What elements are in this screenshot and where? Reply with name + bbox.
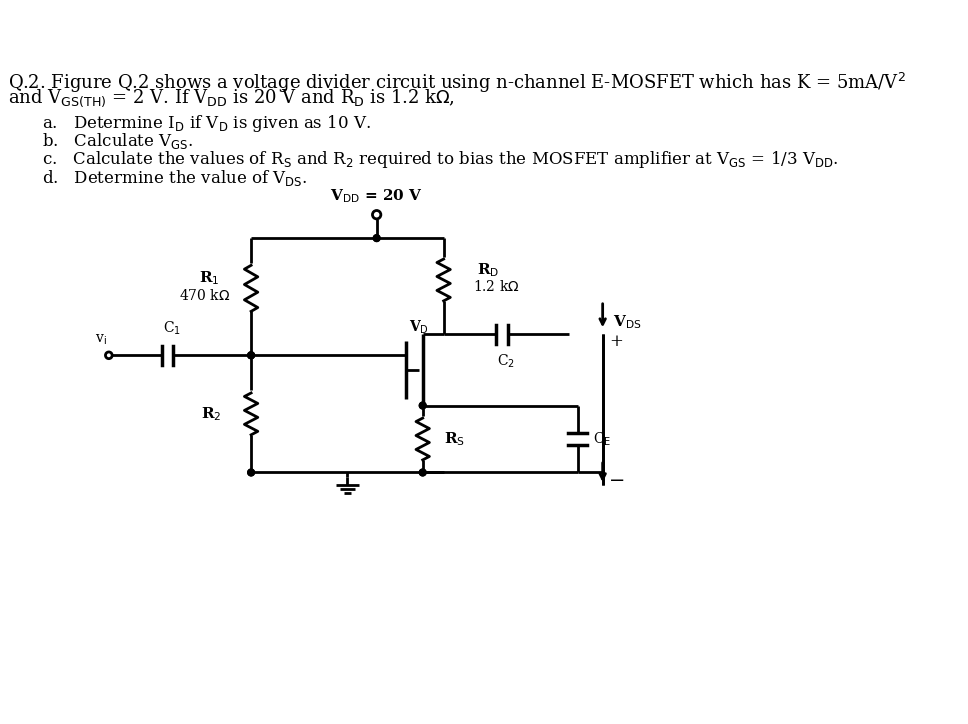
Circle shape xyxy=(374,235,380,242)
Text: V$_{\mathrm{DD}}$ = 20 V: V$_{\mathrm{DD}}$ = 20 V xyxy=(330,187,423,205)
Circle shape xyxy=(419,402,426,409)
Text: c.   Calculate the values of R$_{\mathrm{S}}$ and R$_2$ required to bias the MOS: c. Calculate the values of R$_{\mathrm{S… xyxy=(42,149,838,170)
Text: C$_{\mathrm{E}}$: C$_{\mathrm{E}}$ xyxy=(592,430,611,447)
Text: V$_{\mathrm{DS}}$: V$_{\mathrm{DS}}$ xyxy=(613,313,641,331)
Text: −: − xyxy=(609,472,625,490)
Text: v$_{\mathrm{i}}$: v$_{\mathrm{i}}$ xyxy=(95,332,106,347)
Text: d.   Determine the value of V$_{\mathrm{DS}}$.: d. Determine the value of V$_{\mathrm{DS… xyxy=(42,168,308,188)
Circle shape xyxy=(419,469,426,476)
Text: C$_2$: C$_2$ xyxy=(498,353,515,370)
Text: 1.2 k$\Omega$: 1.2 k$\Omega$ xyxy=(473,279,520,294)
Text: and V$_{\mathrm{GS(TH)}}$ = 2 V. If V$_{\mathrm{DD}}$ is 20 V and R$_{\mathrm{D}: and V$_{\mathrm{GS(TH)}}$ = 2 V. If V$_{… xyxy=(9,88,455,109)
Circle shape xyxy=(248,352,255,358)
Text: 470 k$\Omega$: 470 k$\Omega$ xyxy=(179,287,230,303)
Text: R$_1$: R$_1$ xyxy=(199,269,220,287)
Circle shape xyxy=(248,469,255,476)
Text: b.   Calculate V$_{\mathrm{GS}}$.: b. Calculate V$_{\mathrm{GS}}$. xyxy=(42,131,194,151)
Text: C$_1$: C$_1$ xyxy=(163,319,181,337)
Circle shape xyxy=(248,352,255,358)
Text: R$_{\mathrm{S}}$: R$_{\mathrm{S}}$ xyxy=(443,430,465,448)
Text: a.   Determine I$_{\mathrm{D}}$ if V$_{\mathrm{D}}$ is given as 10 V.: a. Determine I$_{\mathrm{D}}$ if V$_{\ma… xyxy=(42,112,371,133)
Text: +: + xyxy=(609,332,623,350)
Text: R$_2$: R$_2$ xyxy=(200,405,221,423)
Circle shape xyxy=(419,469,426,476)
Circle shape xyxy=(248,469,255,476)
Text: V$_{\mathrm{D}}$: V$_{\mathrm{D}}$ xyxy=(408,319,429,337)
Text: Q.2. Figure Q.2 shows a voltage divider circuit using n-channel E-MOSFET which h: Q.2. Figure Q.2 shows a voltage divider … xyxy=(9,71,906,95)
Circle shape xyxy=(248,352,255,358)
Circle shape xyxy=(419,402,426,409)
Circle shape xyxy=(374,235,380,242)
Text: R$_{\mathrm{D}}$: R$_{\mathrm{D}}$ xyxy=(477,261,499,279)
